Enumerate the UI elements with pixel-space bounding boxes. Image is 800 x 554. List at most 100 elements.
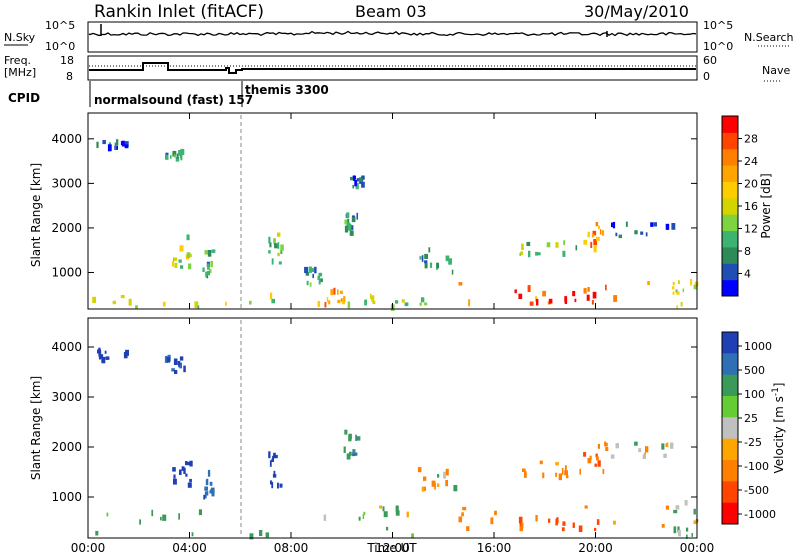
freq-tick-high: 18	[60, 54, 74, 67]
data-cell	[458, 516, 463, 523]
data-cell	[431, 480, 436, 487]
data-cell	[348, 433, 352, 440]
data-cell	[172, 260, 174, 267]
data-cell	[270, 292, 273, 300]
cpid-panel: CPID normalsound (fast) 157 themis 3300	[8, 81, 329, 107]
data-cell	[197, 305, 200, 309]
data-cell	[344, 225, 349, 233]
data-cell	[645, 446, 649, 453]
data-cell	[542, 472, 545, 479]
data-cell	[179, 356, 184, 361]
data-cell	[351, 216, 356, 223]
data-cell	[605, 284, 607, 291]
data-cell	[120, 141, 125, 145]
data-cell	[404, 302, 409, 307]
data-cell	[203, 494, 206, 500]
data-cell	[598, 225, 600, 230]
data-cell	[207, 250, 212, 257]
data-cell	[189, 460, 193, 467]
data-cell	[423, 476, 427, 481]
data-cell	[395, 300, 399, 304]
data-cell	[643, 452, 646, 457]
data-cell	[265, 532, 269, 538]
data-cell	[328, 300, 331, 305]
data-cell	[205, 271, 208, 278]
data-cell	[451, 269, 454, 275]
data-cell	[591, 233, 595, 238]
data-cell	[677, 526, 680, 533]
data-cell	[379, 505, 382, 509]
data-cell	[594, 527, 597, 531]
velocity-colorbar-label: Velocity [m s-1]	[771, 383, 786, 474]
data-cell	[344, 429, 348, 435]
data-cell	[340, 290, 343, 294]
data-cell	[355, 182, 359, 190]
data-cell	[564, 465, 567, 471]
data-cell	[584, 505, 588, 509]
data-cell	[587, 287, 590, 292]
data-cell	[170, 155, 172, 159]
data-cell	[151, 509, 154, 517]
data-cell	[350, 225, 354, 230]
nave-tick-high: 60	[703, 54, 717, 67]
data-cell	[615, 443, 619, 449]
data-cell	[208, 269, 212, 274]
data-cell	[174, 262, 178, 268]
data-cell	[638, 448, 642, 453]
data-cell	[675, 505, 680, 510]
power-colorbar-step	[722, 116, 738, 133]
data-cell	[401, 299, 405, 303]
data-cell	[187, 482, 192, 488]
data-cell	[561, 468, 564, 475]
velocity-colorbar-step	[722, 502, 738, 525]
power-colorbar-step	[722, 214, 738, 232]
x-axis-label: Time UT	[366, 541, 417, 554]
data-cell	[96, 141, 99, 148]
freq-trace	[89, 62, 696, 74]
data-cell	[640, 231, 644, 235]
data-cell	[693, 520, 698, 525]
x-tick-label: 00:00	[680, 541, 715, 554]
data-cell	[586, 294, 590, 301]
data-cell	[597, 460, 601, 467]
data-cell	[578, 525, 583, 532]
data-cell	[102, 140, 106, 145]
data-cell	[561, 527, 565, 532]
data-cell	[595, 222, 599, 227]
data-cell	[177, 361, 181, 366]
data-cell	[166, 357, 171, 363]
data-cell	[424, 260, 428, 264]
velocity-colorbar-step	[722, 332, 738, 354]
power-colorbar-step	[722, 279, 738, 297]
data-cell	[211, 491, 215, 497]
data-cell	[535, 515, 538, 522]
power-colorbar-step	[722, 181, 738, 199]
station-title: Rankin Inlet (fitACF)	[94, 2, 264, 22]
nave-tick-low: 0	[703, 70, 710, 83]
data-cell	[537, 252, 541, 256]
data-cell	[204, 492, 207, 499]
data-cell	[665, 505, 669, 510]
data-cell	[326, 297, 329, 303]
data-cell	[526, 241, 531, 246]
data-cell	[364, 299, 367, 306]
data-cell	[271, 481, 274, 489]
data-cell	[562, 250, 566, 257]
data-cell	[383, 511, 388, 518]
data-cell	[271, 458, 274, 462]
velocity-colorbar-tick-label: 1000	[744, 340, 772, 353]
data-cell	[575, 245, 578, 251]
data-cell	[207, 263, 210, 270]
data-cell	[686, 534, 688, 539]
data-cell	[521, 243, 524, 250]
data-cell	[592, 291, 597, 299]
power-colorbar-tick-label: 12	[744, 223, 758, 236]
data-cell	[555, 472, 557, 477]
data-cell	[642, 454, 646, 459]
data-cell	[595, 453, 598, 458]
data-cell	[205, 491, 209, 496]
data-cell	[596, 456, 599, 461]
data-cell	[189, 253, 192, 257]
data-cell	[204, 250, 208, 255]
data-cell	[673, 509, 678, 514]
